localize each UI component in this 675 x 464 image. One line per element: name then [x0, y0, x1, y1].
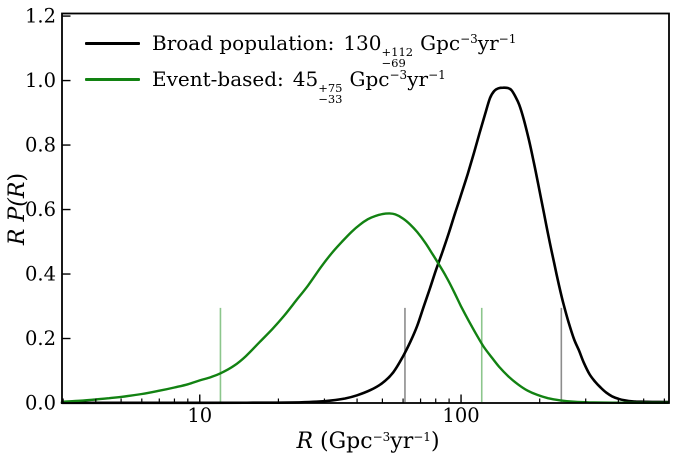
- series-event-based: [60, 212, 670, 404]
- error-bounds: +75 −33: [318, 81, 343, 106]
- legend-line-broad-population: [85, 42, 140, 45]
- script-r-symbol: R: [5, 181, 30, 199]
- x-tick-label: 10: [187, 404, 212, 427]
- script-r-symbol: R: [5, 228, 30, 246]
- legend-item-broad-population: Broad population: 130 +112 −69 Gpc−3yr−1: [152, 31, 516, 69]
- script-r-symbol: R: [296, 429, 314, 454]
- y-tick-label: 0.8: [25, 134, 56, 157]
- series-broad-population: [60, 86, 670, 405]
- legend-unit: Gpc−3yr−1: [349, 67, 446, 91]
- legend-label: Event-based:: [152, 67, 284, 91]
- y-tick-label: 0.2: [25, 327, 56, 350]
- legend-value: 130: [343, 31, 382, 55]
- y-tick-label: 1.0: [25, 69, 56, 92]
- legend-line-event-based: [85, 78, 140, 81]
- error-bounds: +112 −69: [381, 45, 414, 70]
- error-minus: −33: [318, 92, 343, 106]
- legend-label: Broad population:: [152, 31, 335, 55]
- legend-value: 45: [292, 67, 319, 91]
- y-tick-label: 0.4: [25, 263, 56, 286]
- y-tick-label: 1.2: [25, 5, 56, 28]
- x-tick-label: 100: [442, 404, 479, 427]
- y-tick-label: 0.0: [25, 392, 56, 415]
- error-plus: +75: [318, 81, 343, 95]
- y-tick-label: 0.6: [25, 198, 56, 221]
- x-axis-title: R (Gpc−3yr−1): [296, 429, 440, 454]
- error-plus: +112: [381, 45, 414, 59]
- y-axis-title: R P(R): [5, 172, 30, 246]
- legend-unit: Gpc−3yr−1: [420, 31, 517, 55]
- axes-spines: [61, 12, 670, 404]
- error-minus: −69: [381, 56, 406, 70]
- legend-item-event-based: Event-based: 45 +75 −33 Gpc−3yr−1: [152, 67, 446, 105]
